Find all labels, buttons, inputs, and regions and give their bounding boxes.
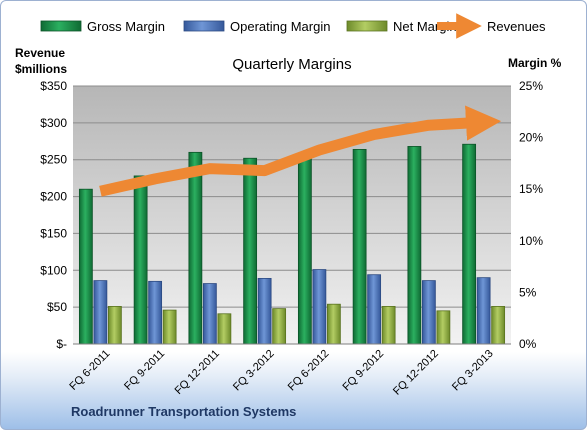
y-left-tick-label: $100 <box>40 263 67 277</box>
x-tick-label: FQ 9-2012 <box>341 348 387 394</box>
net-margin-bar <box>107 306 122 345</box>
y-left-axis-title: Revenue <box>15 46 65 60</box>
operating-margin-bar <box>367 274 382 345</box>
y-right-tick-label: 5% <box>519 285 537 299</box>
y-left-axis-title: $millions <box>15 62 67 76</box>
gross-margin-bar <box>78 188 93 345</box>
x-tick-label: FQ 12-2011 <box>173 348 222 397</box>
gross-margin-bar <box>133 175 148 345</box>
legend-label-operating: Operating Margin <box>230 19 330 34</box>
x-tick-label: FQ 3-2012 <box>231 348 277 394</box>
net-margin-bar <box>491 306 506 345</box>
y-right-tick-label: 25% <box>519 79 543 93</box>
gross-margin-bar <box>407 146 422 345</box>
gross-margin-bar <box>297 157 312 345</box>
net-margin-bar <box>436 310 451 345</box>
plot-area: $- $50 $100 $150 $200 $250 $300 $350 0% 5% 10% 15% 2… <box>40 56 543 398</box>
legend-swatch-gross <box>40 20 82 32</box>
y-left-tick-label: $350 <box>40 79 67 93</box>
net-margin-bar <box>217 313 232 345</box>
x-tick-label: FQ 9-2011 <box>122 348 167 393</box>
legend-label-gross: Gross Margin <box>87 19 165 34</box>
footer: Roadrunner Transportation Systems <box>71 404 296 419</box>
chart-title: Quarterly Margins <box>232 56 351 73</box>
gross-margin-bar <box>243 157 258 345</box>
legend-swatch-operating <box>183 20 225 32</box>
y-right-tick-label: 10% <box>519 234 543 248</box>
net-margin-bar <box>381 306 396 345</box>
gross-margin-bar <box>462 143 477 345</box>
y-right-tick-label: 0% <box>519 337 537 351</box>
x-tick-label: FQ 6-2011 <box>67 348 112 393</box>
company-name: Roadrunner Transportation Systems <box>71 404 296 419</box>
legend-label-revenues: Revenues <box>487 19 546 34</box>
y-left-tick-label: $250 <box>40 153 67 167</box>
y-left-tick-label: $300 <box>40 116 67 130</box>
y-left-tick-label: $50 <box>47 300 67 314</box>
operating-margin-bar <box>93 280 108 345</box>
x-tick-label: FQ 3-2013 <box>450 348 496 394</box>
axis-titles: Revenue $millions Margin % <box>15 46 562 76</box>
net-margin-bar <box>326 303 341 345</box>
y-right-tick-label: 15% <box>519 182 543 196</box>
gross-margin-bar <box>352 148 367 345</box>
net-margin-bar <box>272 308 287 345</box>
net-margin-bar <box>162 309 177 345</box>
legend-swatch-net <box>346 20 388 32</box>
operating-margin-bar <box>476 277 491 345</box>
x-tick-label: FQ 12-2012 <box>391 348 441 398</box>
operating-margin-bar <box>257 277 272 345</box>
y-left-tick-label: $200 <box>40 190 67 204</box>
operating-margin-bar <box>312 269 327 345</box>
y-right-tick-label: 20% <box>519 131 543 145</box>
operating-margin-bar <box>421 280 436 345</box>
x-tick-label: FQ 6-2012 <box>286 348 332 394</box>
gross-margin-bar <box>188 151 203 345</box>
revenues-line <box>99 105 502 197</box>
operating-margin-bar <box>148 280 163 345</box>
y-left-tick-label: $- <box>56 337 67 351</box>
y-right-axis-title: Margin % <box>508 56 562 70</box>
y-left-tick-label: $150 <box>40 226 67 240</box>
operating-margin-bar <box>202 283 217 345</box>
legend: Gross Margin Operating Margin Net Margin Re… <box>40 13 546 39</box>
